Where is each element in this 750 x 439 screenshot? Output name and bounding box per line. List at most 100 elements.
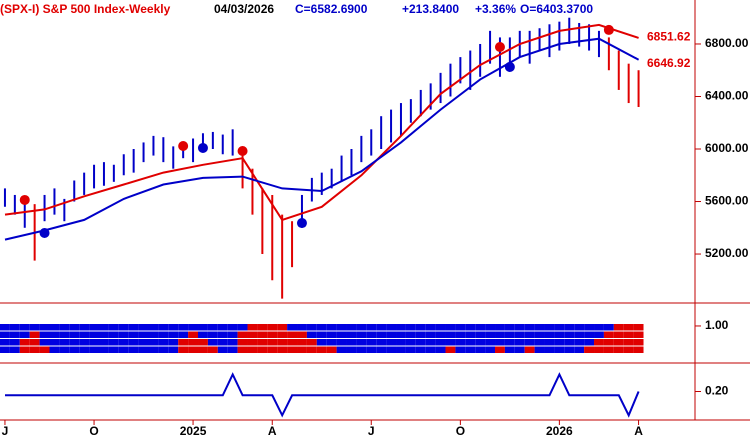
indicator-cell: [544, 324, 555, 331]
indicator-cell: [584, 324, 595, 331]
indicator-cell: [227, 346, 238, 353]
indicator-cell: [108, 324, 119, 331]
indicator-cell: [613, 346, 624, 353]
signal-dot: [197, 142, 208, 153]
indicator-cell: [267, 324, 278, 331]
indicator-cell: [306, 346, 317, 353]
indicator-cell: [396, 339, 406, 346]
indicator-cell: [138, 346, 149, 353]
y-tick-label: 1.00: [705, 318, 729, 332]
indicator-cell: [405, 324, 416, 331]
indicator-cell: [178, 324, 189, 331]
indicator-cell: [227, 324, 238, 331]
indicator-cell: [396, 346, 406, 353]
indicator-cell: [108, 331, 119, 338]
indicator-cell: [356, 331, 367, 338]
indicator-cell: [445, 331, 456, 338]
indicator-cell: [39, 324, 50, 331]
indicator-cell: [613, 324, 624, 331]
indicator-cell: [99, 324, 109, 331]
signal-dot: [178, 140, 189, 151]
indicator-cell: [366, 339, 377, 346]
indicator-cell: [178, 339, 189, 346]
indicator-cell: [0, 331, 10, 338]
indicator-cell: [267, 339, 278, 346]
open: O=6403.3700: [520, 2, 593, 16]
indicator-cell: [118, 346, 129, 353]
indicator-cell: [297, 339, 307, 346]
indicator-cell: [158, 324, 169, 331]
indicator-cell: [49, 346, 60, 353]
indicator-cell: [475, 346, 486, 353]
indicator-cell: [594, 324, 604, 331]
indicator-cell: [19, 324, 30, 331]
indicator-cell: [554, 324, 565, 331]
indicator-cell: [396, 324, 406, 331]
indicator-cell: [326, 346, 337, 353]
indicator-cell: [79, 324, 90, 331]
indicator-cell: [435, 339, 446, 346]
indicator-cell: [623, 339, 634, 346]
indicator-cell: [594, 346, 604, 353]
indicator-cell: [514, 339, 525, 346]
x-tick-label: O: [456, 424, 465, 438]
y-tick-label: 0.20: [705, 384, 729, 398]
indicator-cell: [564, 324, 575, 331]
indicator-cell: [475, 324, 486, 331]
indicator-cell: [504, 324, 515, 331]
indicator-cell: [89, 324, 100, 331]
signal-dot: [237, 145, 248, 156]
indicator-cell: [564, 331, 575, 338]
indicator-cell: [633, 324, 644, 331]
indicator-cell: [524, 324, 535, 331]
indicator-cell: [79, 346, 90, 353]
indicator-cell: [623, 324, 634, 331]
indicator-cell: [623, 331, 634, 338]
indicator-cell: [19, 331, 30, 338]
indicator-cell: [574, 331, 585, 338]
indicator-cell: [69, 324, 80, 331]
indicator-cell: [198, 339, 208, 346]
indicator-cell: [326, 331, 337, 338]
indicator-cell: [49, 324, 60, 331]
indicator-cell: [178, 331, 189, 338]
indicator-cell: [247, 324, 258, 331]
indicator-cell: [445, 339, 456, 346]
indicator-cell: [594, 339, 604, 346]
signal-dot: [296, 218, 307, 229]
indicator-cell: [297, 324, 307, 331]
indicator-cell: [237, 346, 248, 353]
indicator-cell: [9, 339, 20, 346]
indicator-cell: [257, 331, 268, 338]
indicator-cell: [544, 339, 555, 346]
signal-dot: [504, 61, 515, 72]
indicator-cell: [49, 331, 60, 338]
indicator-cell: [297, 346, 307, 353]
indicator-cell: [366, 324, 377, 331]
indicator-cell: [415, 346, 426, 353]
indicator-cell: [267, 346, 278, 353]
indicator-cell: [396, 331, 406, 338]
indicator-cell: [207, 346, 218, 353]
indicator-cell: [405, 346, 416, 353]
indicator-cell: [237, 339, 248, 346]
indicator-cell: [148, 346, 159, 353]
indicator-cell: [198, 346, 208, 353]
y-tick-label: 6800.00: [705, 36, 749, 50]
indicator-cell: [435, 324, 446, 331]
y-tick-label: 5600.00: [705, 194, 749, 208]
indicator-cell: [207, 339, 218, 346]
indicator-cell: [514, 346, 525, 353]
indicator-cell: [544, 331, 555, 338]
indicator-cell: [564, 339, 575, 346]
indicator-cell: [316, 324, 327, 331]
indicator-cell: [217, 346, 228, 353]
indicator-cell: [495, 339, 505, 346]
indicator-cell: [336, 324, 347, 331]
indicator-cell: [297, 331, 307, 338]
indicator-cell: [29, 324, 40, 331]
indicator-cell: [495, 346, 505, 353]
indicator-cell: [514, 331, 525, 338]
indicator-cell: [415, 331, 426, 338]
indicator-cell: [19, 339, 30, 346]
